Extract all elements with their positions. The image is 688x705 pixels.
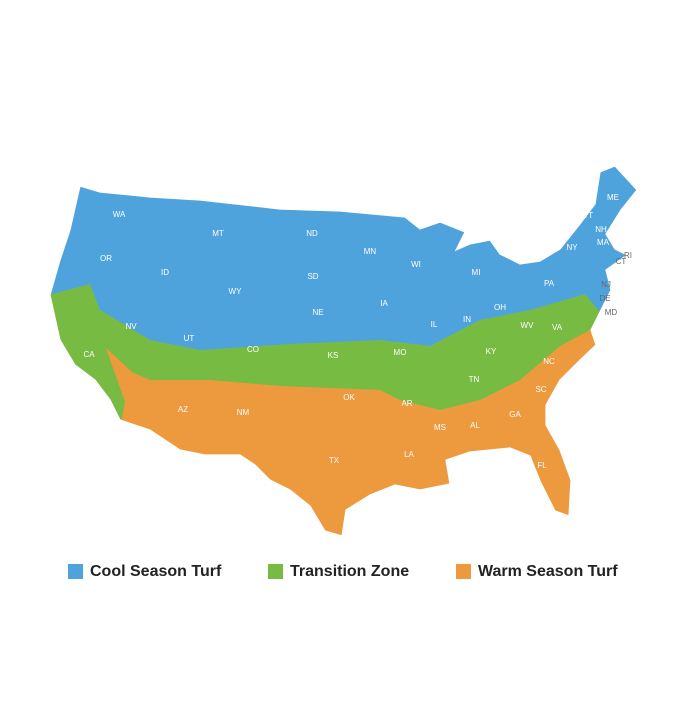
state-label: MN [364, 247, 377, 256]
state-label: WI [411, 260, 421, 269]
legend-label: Cool Season Turf [90, 563, 222, 580]
state-label: OK [343, 393, 355, 402]
state-label: TX [329, 456, 340, 465]
state-label: IN [463, 315, 471, 324]
state-label: KY [486, 347, 497, 356]
state-label: AZ [178, 405, 188, 414]
state-label: PA [544, 279, 555, 288]
legend-swatch [68, 564, 83, 579]
state-label: FL [537, 461, 547, 470]
state-label: NV [125, 322, 137, 331]
state-label: ME [607, 193, 619, 202]
state-label: MA [597, 238, 610, 247]
state-label: WV [521, 321, 535, 330]
state-label: NJ [601, 280, 611, 289]
state-label: CT [616, 257, 627, 266]
state-label: VA [552, 323, 563, 332]
state-label: KS [328, 351, 339, 360]
state-label: UT [184, 334, 195, 343]
state-label: AL [470, 421, 480, 430]
state-label: TN [469, 375, 480, 384]
state-label: SD [307, 272, 318, 281]
state-label: CA [83, 350, 95, 359]
legend: Cool Season Turf Transition Zone Warm Seas… [68, 563, 618, 580]
state-label: WY [229, 287, 243, 296]
state-label: RI [624, 251, 632, 260]
state-label: MT [212, 229, 224, 238]
state-label: SC [535, 385, 546, 394]
state-label: NH [595, 225, 607, 234]
state-label: IL [431, 320, 438, 329]
state-label: NC [543, 357, 555, 366]
state-label: ID [161, 268, 169, 277]
state-label: NM [237, 408, 250, 417]
state-label: MS [434, 423, 446, 432]
state-label: MI [472, 268, 481, 277]
state-label: CO [247, 345, 259, 354]
state-label: AR [401, 399, 412, 408]
state-label: OH [494, 303, 506, 312]
state-label: MO [394, 348, 407, 357]
state-label: NE [312, 308, 323, 317]
state-labels: WA OR CA NV ID MT WY UT AZ CO NM ND SD NE KS OK TX MN IA MO… [83, 193, 632, 470]
legend-swatch [268, 564, 283, 579]
legend-label: Transition Zone [290, 563, 409, 580]
state-label: LA [404, 450, 414, 459]
state-label: DE [599, 294, 610, 303]
state-label: VT [583, 211, 593, 220]
state-label: IA [380, 299, 388, 308]
state-label: GA [509, 410, 521, 419]
state-label: NY [566, 243, 578, 252]
state-label: WA [113, 210, 126, 219]
legend-label: Warm Season Turf [478, 563, 618, 580]
legend-swatch [456, 564, 471, 579]
state-label: MD [605, 308, 618, 317]
state-label: OR [100, 254, 112, 263]
state-label: ND [306, 229, 318, 238]
